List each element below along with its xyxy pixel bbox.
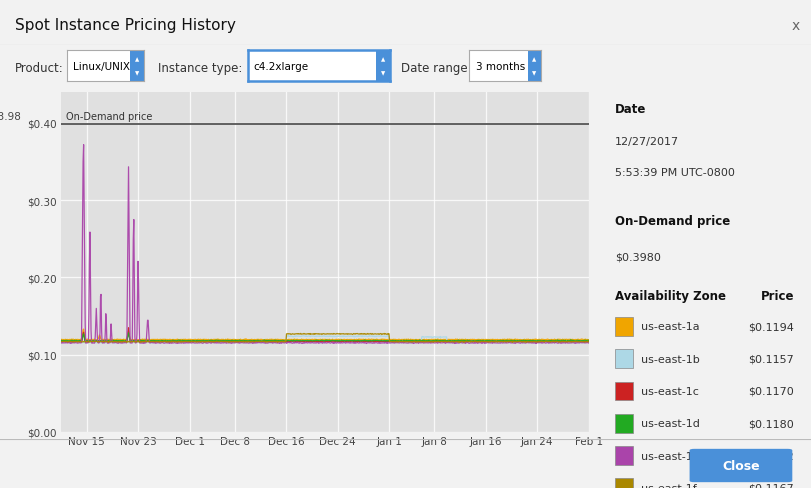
FancyBboxPatch shape [614,414,632,433]
Text: us-east-1f: us-east-1f [640,483,696,488]
Text: ▲: ▲ [135,58,139,62]
FancyBboxPatch shape [689,449,792,482]
Text: $0.1170: $0.1170 [747,386,793,396]
Text: $0.1180: $0.1180 [747,418,793,428]
Text: Price: Price [759,289,793,303]
Text: Spot Instance Pricing History: Spot Instance Pricing History [15,18,235,33]
Text: ▲: ▲ [531,58,536,62]
Text: Availability Zone: Availability Zone [614,289,725,303]
Text: 5:53:39 PM UTC-0800: 5:53:39 PM UTC-0800 [614,167,734,177]
FancyBboxPatch shape [614,447,632,465]
Text: Instance type:: Instance type: [158,62,242,75]
Bar [130,51,144,82]
Text: c4.2xlarge: c4.2xlarge [253,61,308,72]
Text: $0.3980: $0.3980 [614,252,660,262]
Text: us-east-1d: us-east-1d [640,418,699,428]
Text: us-east-1e: us-east-1e [640,450,698,461]
Text: us-east-1a: us-east-1a [640,322,698,332]
Text: 3 months: 3 months [476,61,525,72]
Text: $3.98: $3.98 [0,111,21,122]
Text: Date: Date [614,103,646,116]
Text: ▼: ▼ [135,71,139,76]
Text: ▼: ▼ [380,71,384,76]
Text: us-east-1c: us-east-1c [640,386,697,396]
Text: us-east-1b: us-east-1b [640,354,698,364]
Text: Product:: Product: [15,62,63,75]
Text: Date range:: Date range: [401,62,471,75]
Bar [527,51,540,82]
Text: ▼: ▼ [531,71,536,76]
FancyBboxPatch shape [614,382,632,401]
Text: 12/27/2017: 12/27/2017 [614,137,678,147]
FancyBboxPatch shape [614,349,632,368]
Text: $0.1152: $0.1152 [747,450,793,461]
Text: x: x [791,19,799,33]
Text: Linux/UNIX: Linux/UNIX [73,61,130,72]
Text: On-Demand price: On-Demand price [614,215,729,228]
Text: $0.1157: $0.1157 [747,354,793,364]
Text: $0.1194: $0.1194 [747,322,793,332]
Text: Close: Close [721,459,759,472]
Bar [375,51,389,82]
Text: ▲: ▲ [380,58,384,62]
FancyBboxPatch shape [614,317,632,336]
FancyBboxPatch shape [614,479,632,488]
Text: $0.1167: $0.1167 [747,483,793,488]
Text: On-Demand price: On-Demand price [67,112,152,122]
